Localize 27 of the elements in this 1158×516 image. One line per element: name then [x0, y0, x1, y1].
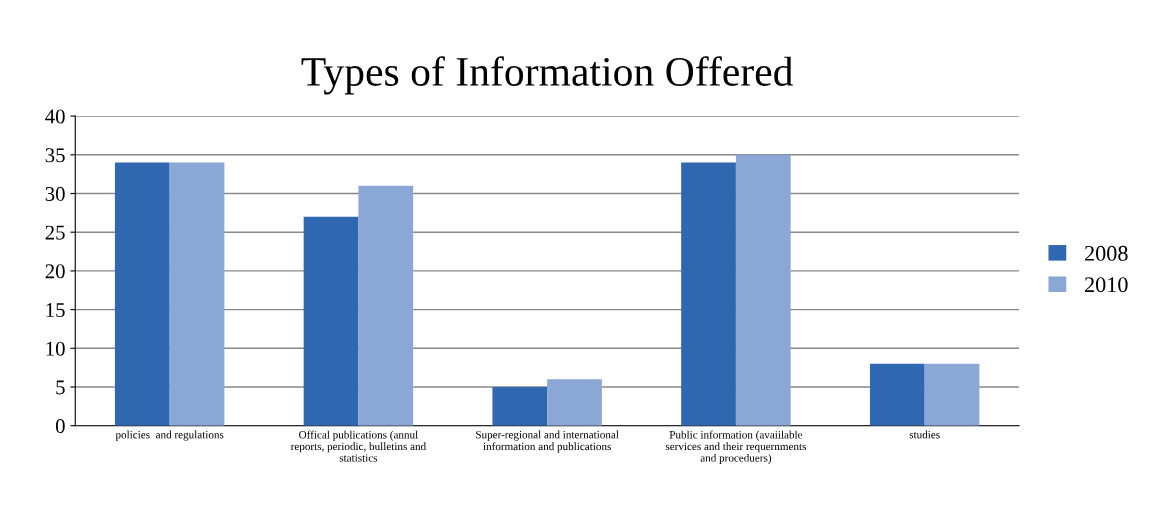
bar: [869, 363, 925, 426]
legend-label: 2010: [1085, 277, 1128, 293]
y-tick-label: 5: [56, 380, 65, 395]
x-tick-label: policies and regulations: [115, 430, 224, 441]
x-tick-label: Public information (avaiilable services and their requernments and proceduers): [665, 430, 806, 464]
legend-label: 2008: [1085, 245, 1128, 261]
bar: [492, 387, 548, 426]
bar: [114, 162, 170, 426]
x-tick-label: Offical publications (annul reports, periodic, bulletins and statistics: [290, 430, 426, 462]
y-tick-label: 25: [45, 225, 65, 240]
bar: [547, 379, 602, 426]
bar: [735, 154, 791, 426]
bar: [169, 162, 225, 426]
bar: [358, 185, 414, 426]
chart-title: Types of Information Offered: [301, 56, 793, 95]
y-tick-label: 35: [45, 148, 65, 163]
bar: [681, 162, 736, 426]
y-tick-label: 40: [45, 109, 65, 124]
y-tick-label: 15: [46, 303, 65, 318]
y-tick-label: 10: [46, 341, 65, 356]
y-tick-label: 30: [45, 186, 65, 201]
y-tick-label: 0: [55, 419, 65, 434]
x-tick-label: Super-regional and international information and publications: [476, 430, 619, 453]
bar: [924, 363, 980, 426]
x-tick-label: studies: [909, 430, 940, 439]
bar: [303, 216, 359, 426]
y-tick-label: 20: [45, 264, 65, 279]
